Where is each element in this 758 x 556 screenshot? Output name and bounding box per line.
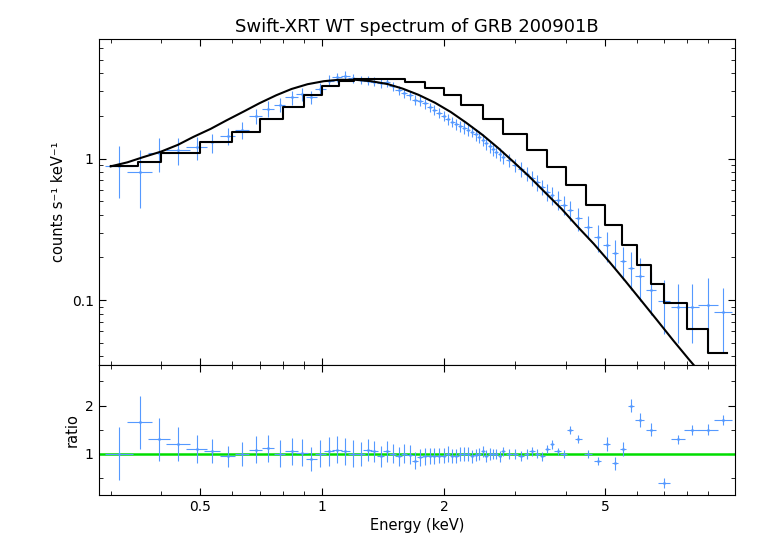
- X-axis label: Energy (keV): Energy (keV): [370, 518, 464, 533]
- Y-axis label: ratio: ratio: [64, 413, 80, 446]
- Y-axis label: counts s⁻¹ keV⁻¹: counts s⁻¹ keV⁻¹: [51, 141, 66, 262]
- Title: Swift-XRT WT spectrum of GRB 200901B: Swift-XRT WT spectrum of GRB 200901B: [235, 18, 599, 36]
